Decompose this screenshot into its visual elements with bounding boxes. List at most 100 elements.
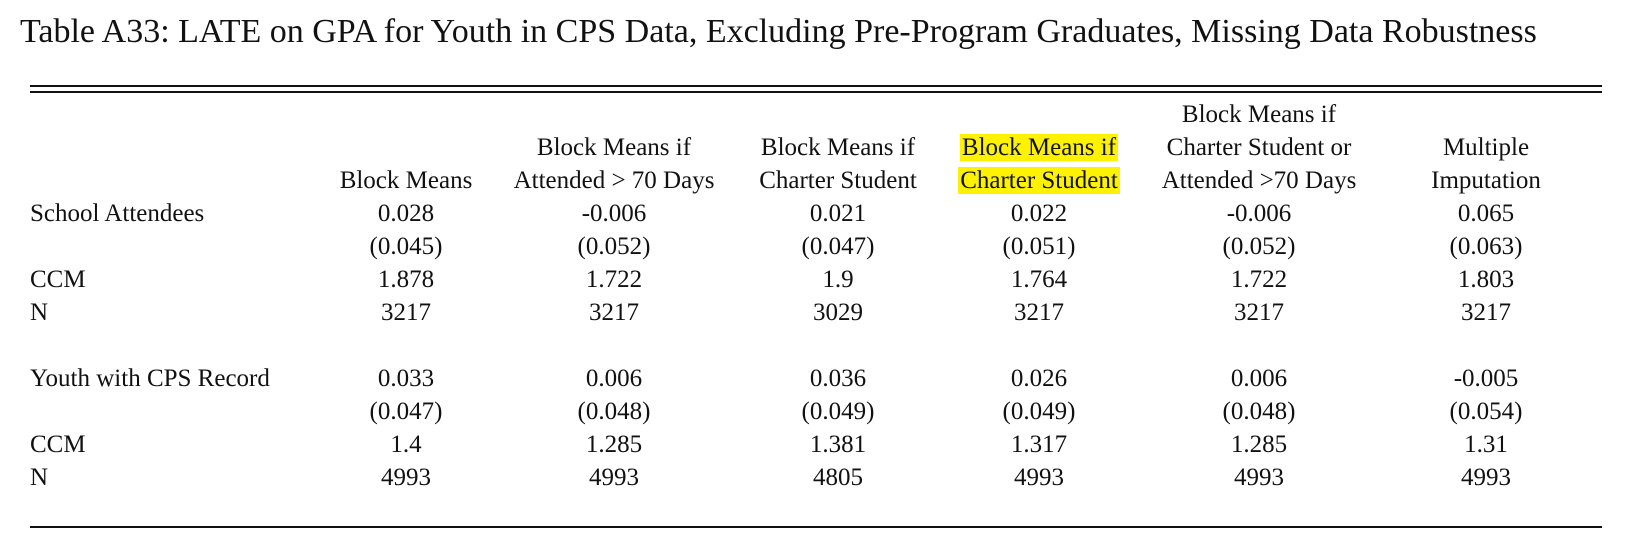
- header-line: Block Means if: [760, 134, 916, 161]
- header-line-highlighted: Charter Student: [930, 164, 1148, 197]
- row-label: Youth with CPS Record: [30, 365, 270, 392]
- highlighted-text: Charter Student: [958, 167, 1120, 194]
- table-cell: 3217: [1461, 299, 1511, 326]
- table-cell: 1.285: [585, 431, 643, 458]
- header-cell-block-means-charter: Block Means if Charter Student: [746, 98, 930, 197]
- table-cell: -0.006: [581, 200, 647, 227]
- table-cell: 1.722: [585, 266, 643, 293]
- results-table: Block Means Block Means if Attended > 70…: [30, 98, 1602, 494]
- header-line: Block Means if: [536, 134, 692, 161]
- table-title: Table A33: LATE on GPA for Youth in CPS …: [20, 13, 1537, 50]
- table-cell: 3217: [381, 299, 431, 326]
- table-cell: 3217: [1234, 299, 1284, 326]
- table-row: Youth with CPS Record 0.033 0.006 0.036 …: [30, 362, 1602, 395]
- row-label: [30, 230, 330, 263]
- table-cell: 1.285: [1230, 431, 1288, 458]
- table-cell: 0.065: [1457, 200, 1515, 227]
- table-cell: (0.063): [1449, 233, 1523, 260]
- header-cell-block-means-charter-or-attended: Block Means if Charter Student or Attend…: [1148, 98, 1370, 197]
- table-header: Block Means Block Means if Attended > 70…: [30, 98, 1602, 197]
- table-cell: 4993: [589, 464, 639, 491]
- highlighted-text: Block Means if: [959, 134, 1119, 161]
- table-cell: (0.052): [1222, 233, 1296, 260]
- header-line: Block Means: [339, 167, 473, 194]
- table-cell: 1.9: [822, 266, 854, 293]
- table-cell: 0.006: [585, 365, 643, 392]
- table-row: N 4993 4993 4805 4993 4993 4993: [30, 461, 1602, 494]
- header-line: [482, 98, 746, 131]
- header-line: Charter Student or: [1166, 134, 1352, 161]
- row-label: [30, 395, 330, 428]
- header-line: Charter Student: [759, 167, 917, 194]
- table-cell: 1.381: [809, 431, 867, 458]
- header-cell-label: [30, 98, 330, 197]
- table-row: (0.047) (0.048) (0.049) (0.049) (0.048) …: [30, 395, 1602, 428]
- header-cell-block-means-charter-highlighted: Block Means if Charter Student: [930, 98, 1148, 197]
- table-body: School Attendees 0.028 -0.006 0.021 0.02…: [30, 197, 1602, 494]
- header-line: Attended > 70 Days: [513, 167, 715, 194]
- table-cell: 4993: [1234, 464, 1284, 491]
- table-row: School Attendees 0.028 -0.006 0.021 0.02…: [30, 197, 1602, 230]
- row-label: CCM: [30, 266, 86, 293]
- table-cell: 4805: [813, 464, 863, 491]
- table-cell: (0.048): [577, 398, 651, 425]
- row-label: N: [30, 464, 49, 491]
- table-cell: 0.036: [809, 365, 867, 392]
- table-row: (0.045) (0.052) (0.047) (0.051) (0.052) …: [30, 230, 1602, 263]
- table-cell: -0.005: [1453, 365, 1519, 392]
- table-cell: (0.049): [1002, 398, 1076, 425]
- table-cell: 0.028: [377, 200, 435, 227]
- header-cell-block-means-attended: Block Means if Attended > 70 Days: [482, 98, 746, 197]
- table-cell: 1.722: [1230, 266, 1288, 293]
- header-line: [330, 131, 482, 164]
- bottom-rule: [30, 526, 1602, 528]
- table-cell: (0.049): [801, 398, 875, 425]
- header-cell-multiple-imputation: Multiple Imputation: [1370, 98, 1602, 197]
- header-line: Imputation: [1431, 167, 1541, 194]
- header-line: Attended >70 Days: [1161, 167, 1357, 194]
- table-cell: (0.048): [1222, 398, 1296, 425]
- table-cell: 3029: [813, 299, 863, 326]
- table-cell: 4993: [1014, 464, 1064, 491]
- row-label: School Attendees: [30, 200, 205, 227]
- top-rule-2: [30, 91, 1602, 93]
- table-cell: 0.006: [1230, 365, 1288, 392]
- spacer-row: [30, 329, 1602, 362]
- table-cell: 1.803: [1457, 266, 1515, 293]
- table-cell: 1.764: [1010, 266, 1068, 293]
- spacer-cell: [30, 329, 1602, 362]
- top-rule-1: [30, 85, 1602, 87]
- table-cell: 1.878: [377, 266, 435, 293]
- table-row: CCM 1.4 1.285 1.381 1.317 1.285 1.31: [30, 428, 1602, 461]
- table-cell: 0.021: [809, 200, 867, 227]
- header-line: [1370, 98, 1602, 131]
- table-cell: 3217: [1014, 299, 1064, 326]
- table-cell: 3217: [589, 299, 639, 326]
- table-cell: (0.054): [1449, 398, 1523, 425]
- table-cell: (0.052): [577, 233, 651, 260]
- table-cell: 1.31: [1464, 431, 1508, 458]
- header-cell-block-means: Block Means: [330, 98, 482, 197]
- table-cell: (0.045): [369, 233, 443, 260]
- table-cell: 4993: [1461, 464, 1511, 491]
- table-row: CCM 1.878 1.722 1.9 1.764 1.722 1.803: [30, 263, 1602, 296]
- table-cell: 1.4: [390, 431, 422, 458]
- table-cell: (0.047): [369, 398, 443, 425]
- header-line: [930, 98, 1148, 131]
- table-cell: 0.033: [377, 365, 435, 392]
- header-line: Block Means if: [1181, 101, 1337, 128]
- table-cell: 1.317: [1010, 431, 1068, 458]
- header-row: Block Means Block Means if Attended > 70…: [30, 98, 1602, 197]
- row-label: CCM: [30, 431, 86, 458]
- table-cell: (0.051): [1002, 233, 1076, 260]
- header-line-highlighted: Block Means if: [930, 131, 1148, 164]
- table-cell: 0.022: [1010, 200, 1068, 227]
- table-cell: (0.047): [801, 233, 875, 260]
- table-row: N 3217 3217 3029 3217 3217 3217: [30, 296, 1602, 329]
- header-line: [330, 98, 482, 131]
- header-line: Multiple: [1442, 134, 1530, 161]
- table-cell: -0.006: [1226, 200, 1292, 227]
- row-label: N: [30, 299, 49, 326]
- table-cell: 4993: [381, 464, 431, 491]
- header-line: [746, 98, 930, 131]
